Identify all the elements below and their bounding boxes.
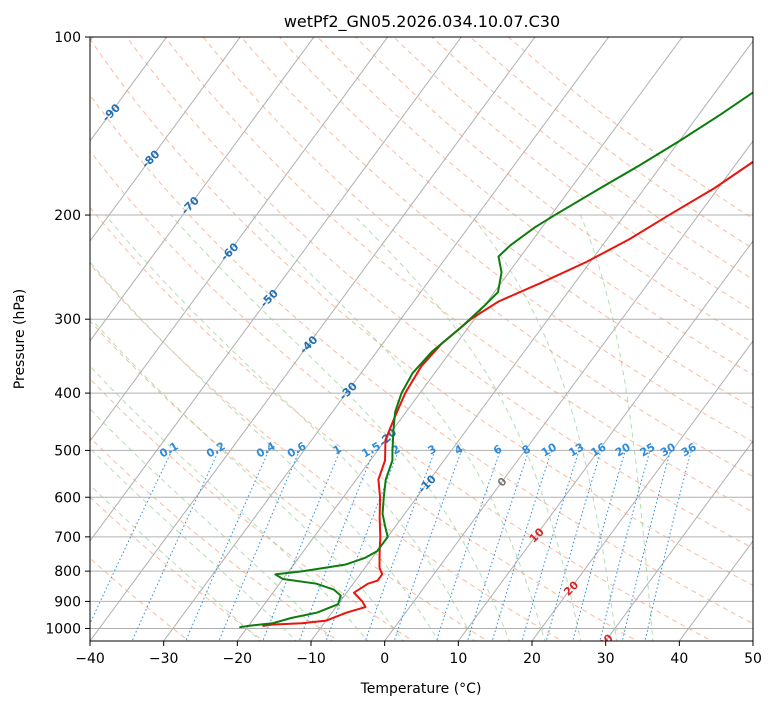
moist-adiabat-line [470,214,618,641]
x-tick-label: 50 [744,651,762,667]
isotherm-line [457,240,753,641]
isobar-grid [90,37,753,629]
mixing-ratio-line [466,450,530,641]
dry-adiabat-line [316,37,753,376]
mixing-ratio-line [435,450,501,641]
mixing-ratio-line [393,450,463,641]
y-tick-label: 800 [54,564,81,580]
mixing-ratio-line [521,450,580,641]
y-tick-label: 400 [54,386,81,402]
moist-adiabat-line [90,316,404,641]
isotherm-line [90,37,536,641]
moist-adiabats [90,214,654,641]
dry-adiabat-line [393,37,753,312]
y-tick-label: 600 [54,490,81,506]
mixing-ratio-line [644,450,692,641]
x-tick-label: 0 [380,651,389,667]
isotherm-line [90,37,462,542]
mixing-ratio-line [218,450,301,641]
dry-adiabat-line [126,37,753,549]
x-tick-label: 10 [449,651,467,667]
x-tick-label: 30 [597,651,615,667]
mixing-ratio-line [364,450,436,641]
x-tick-label: −10 [296,651,326,667]
isotherm-line [678,540,753,641]
mixing-ratio-line [262,450,341,641]
moist-adiabat-line [251,214,546,641]
y-axis: 100 200 300 400 500 600 700 800 900 1000 [45,30,90,637]
y-tick-label: 1000 [45,621,81,637]
sounding-profiles [239,91,753,629]
isotherm-line [90,37,315,342]
x-tick-label: −20 [223,651,253,667]
plot-background [90,37,753,641]
dry-adiabat-line [90,320,489,641]
x-tick-label: −40 [75,651,105,667]
mixing-ratio-line [90,450,173,625]
isotherm-line [236,37,683,641]
mixing-ratio-line [298,450,375,641]
moist-adiabat-line [580,214,654,641]
isotherm-line [605,440,753,641]
isotherm-line [90,37,241,242]
dry-adiabat-line [90,150,713,641]
x-tick-label: 40 [670,651,688,667]
chart-title: wetPf2_GN05.2026.034.10.07.C30 [284,12,560,32]
y-tick-label: 200 [54,208,81,224]
temperature-profile [262,160,753,627]
x-axis: −40 −30 −20 −10 0 10 20 30 40 50 [75,641,762,667]
mixing-ratio-line [491,450,553,641]
mixing-ratio-line [545,450,602,641]
isotherm-grid [90,37,753,641]
plot-frame [89,36,754,642]
dry-adiabat-line [164,37,753,513]
x-tick-label: −30 [149,651,179,667]
isotherm-line [384,140,753,641]
moist-adiabat-line [170,214,510,641]
y-tick-label: 700 [54,530,81,546]
dewpoint-profile [239,91,753,629]
isotherm-line [90,37,389,442]
x-axis-label: Temperature (°C) [360,681,482,697]
mixing-ratio-line [599,450,651,641]
isotherm-label: 30 [596,631,616,651]
y-tick-label: 900 [54,594,81,610]
isotherm-line [90,37,168,142]
plot-area: -100-90-80-70-60-50-40-30-20-10010203040… [90,37,753,651]
mixing-ratio-line [572,450,626,641]
dry-adiabat-line [240,37,753,443]
isotherm-line [531,340,753,641]
moist-adiabat-line [105,214,475,641]
mixing-ratio-lines [90,450,692,641]
moist-adiabat-line [90,484,261,641]
mixing-ratio-line [325,450,400,641]
isotherm-line [163,37,610,641]
x-tick-label: 20 [523,651,541,667]
y-tick-label: 500 [54,443,81,459]
y-tick-label: 100 [54,30,81,46]
moist-adiabat-line [353,214,582,641]
y-tick-label: 300 [54,312,81,328]
mixing-ratio-line [621,450,672,641]
moist-adiabat-line [90,408,333,641]
y-axis-label: Pressure (hPa) [12,289,28,389]
